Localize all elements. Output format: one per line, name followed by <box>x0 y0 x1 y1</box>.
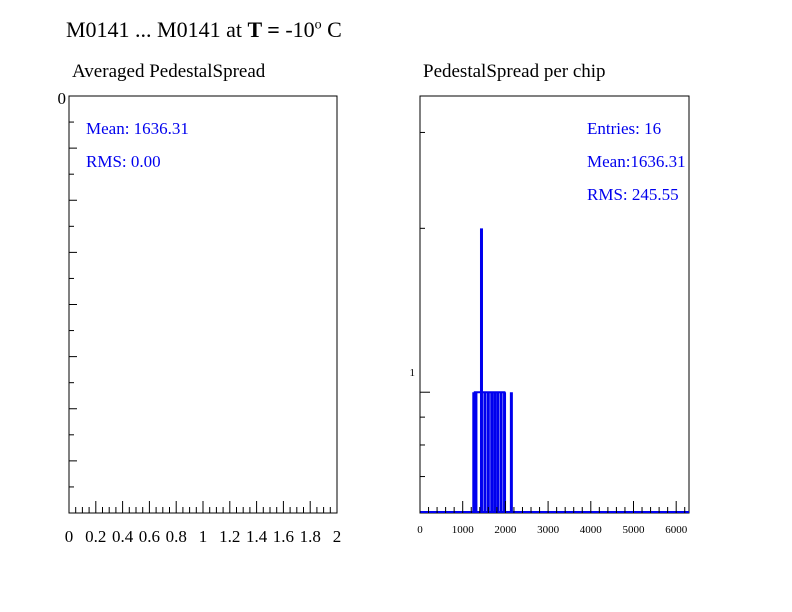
left-y-tick-label: 0 <box>58 89 67 108</box>
left-stat-mean: Mean: 1636.31 <box>86 119 189 138</box>
left-x-tick-label: 0 <box>65 527 74 546</box>
right-x-tick-labels: 0 1000 2000 3000 4000 5000 6000 <box>417 524 687 536</box>
right-y-axis <box>420 131 430 478</box>
left-x-tick-labels: 0 0.2 0.4 0.6 0.8 1 1.2 1.4 1.6 1.8 2 <box>65 527 342 546</box>
left-x-axis <box>68 501 338 513</box>
right-x-tick-label: 1000 <box>452 524 475 536</box>
left-x-tick-label: 1.8 <box>300 527 321 546</box>
right-y-tick-label: 1 <box>410 367 416 379</box>
figure-title: M0141 ... M0141 at T = -10o C <box>66 17 342 43</box>
left-x-tick-label: 2 <box>333 527 342 546</box>
title-bold: T = <box>247 17 286 42</box>
right-panel-title: PedestalSpread per chip <box>423 61 606 82</box>
left-x-tick-label: 0.8 <box>166 527 187 546</box>
right-x-axis <box>419 501 686 513</box>
left-stat-rms: RMS: 0.00 <box>86 152 161 171</box>
right-stat-entries: Entries: 16 <box>587 119 661 138</box>
right-histogram <box>420 228 689 513</box>
right-stat-rms: RMS: 245.55 <box>587 185 679 204</box>
title-prefix: M0141 ... M0141 at <box>66 17 248 42</box>
title-value: -10 <box>285 17 315 42</box>
left-x-tick-label: 0.2 <box>85 527 106 546</box>
right-x-tick-label: 2000 <box>494 524 517 536</box>
right-x-tick-label: 5000 <box>622 524 645 536</box>
title-degree: o <box>314 17 322 33</box>
left-panel-title: Averaged PedestalSpread <box>72 61 266 82</box>
left-x-tick-label: 1.6 <box>273 527 294 546</box>
right-x-tick-label: 3000 <box>537 524 560 536</box>
right-x-tick-label: 6000 <box>665 524 688 536</box>
right-x-tick-label: 4000 <box>580 524 603 536</box>
left-x-tick-label: 1.2 <box>219 527 240 546</box>
right-x-tick-label: 0 <box>417 524 423 536</box>
left-y-axis <box>69 95 77 514</box>
left-x-tick-label: 0.4 <box>112 527 134 546</box>
left-x-tick-label: 1 <box>199 527 208 546</box>
left-x-tick-label: 1.4 <box>246 527 268 546</box>
right-stat-mean: Mean:1636.31 <box>587 152 686 171</box>
title-unit: C <box>321 17 342 42</box>
left-x-tick-label: 0.6 <box>139 527 160 546</box>
